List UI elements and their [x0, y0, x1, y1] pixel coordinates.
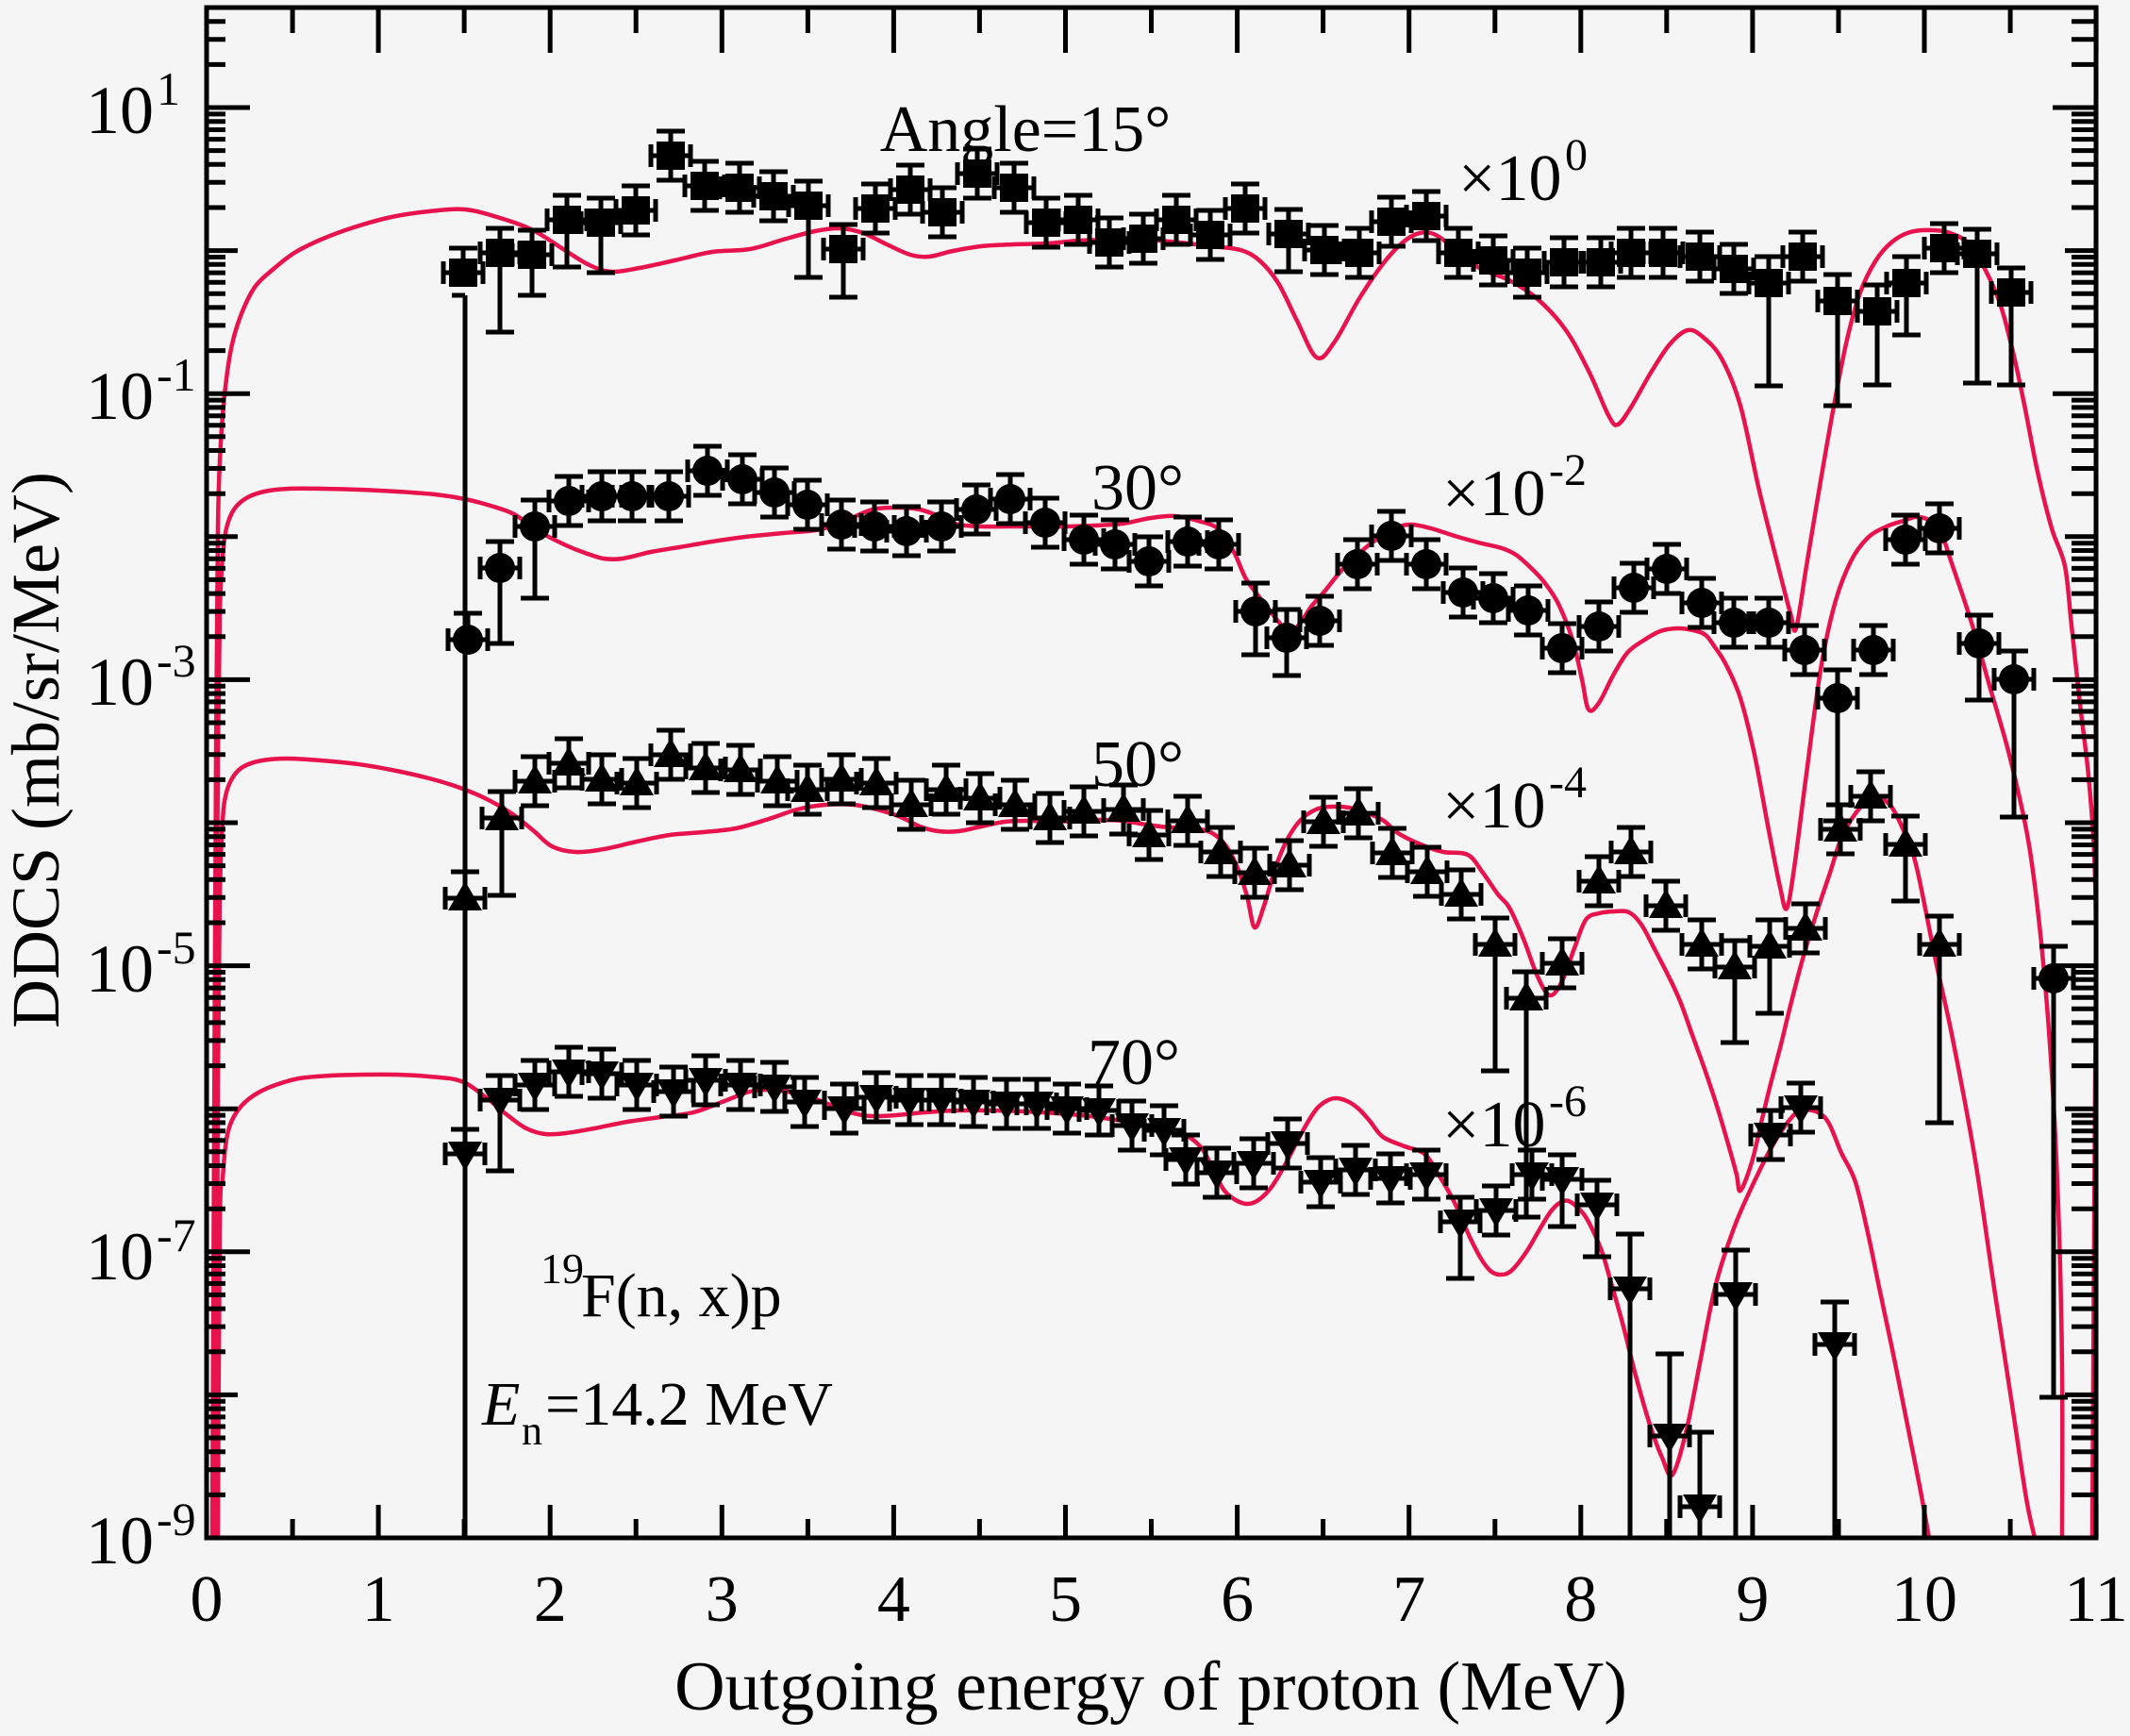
svg-text:7: 7 — [1392, 1563, 1425, 1636]
svg-text:5: 5 — [1049, 1563, 1082, 1636]
svg-text:19: 19 — [541, 1244, 584, 1293]
svg-text:70°: 70° — [1088, 1027, 1180, 1099]
svg-text:10: 10 — [86, 73, 154, 148]
svg-text:0: 0 — [191, 1563, 224, 1636]
svg-text:2: 2 — [534, 1563, 567, 1636]
svg-text:8: 8 — [1564, 1563, 1597, 1636]
svg-text:10: 10 — [86, 1503, 154, 1578]
svg-text:50°: 50° — [1091, 728, 1184, 801]
svg-text:-6: -6 — [1549, 1077, 1587, 1127]
svg-text:11: 11 — [2064, 1563, 2127, 1636]
svg-text:0: 0 — [1565, 130, 1588, 180]
svg-text:×10: ×10 — [1458, 142, 1561, 215]
svg-text:-2: -2 — [1549, 445, 1587, 495]
svg-text:1: 1 — [362, 1563, 395, 1636]
svg-text:4: 4 — [877, 1563, 910, 1636]
svg-text:30°: 30° — [1091, 452, 1184, 525]
svg-text:-3: -3 — [157, 634, 196, 687]
svg-text:Angle=15°: Angle=15° — [880, 93, 1172, 166]
svg-text:10: 10 — [86, 644, 154, 720]
svg-text:DDCS (mb/sr/MeV): DDCS (mb/sr/MeV) — [0, 472, 74, 1028]
svg-text:-7: -7 — [157, 1209, 196, 1261]
svg-text:3: 3 — [706, 1563, 739, 1636]
svg-text:=14.2 MeV: =14.2 MeV — [545, 1370, 833, 1439]
svg-text:Outgoing energy of proton (MeV: Outgoing energy of proton (MeV) — [674, 1648, 1627, 1726]
svg-text:-4: -4 — [1549, 758, 1587, 808]
svg-text:10: 10 — [86, 931, 154, 1007]
svg-text:-9: -9 — [157, 1493, 196, 1545]
svg-text:10: 10 — [86, 359, 154, 434]
svg-text:n: n — [522, 1408, 542, 1454]
svg-text:10: 10 — [86, 1219, 154, 1294]
svg-text:F(n, x)p: F(n, x)p — [581, 1261, 782, 1330]
svg-text:-5: -5 — [157, 921, 196, 974]
svg-text:9: 9 — [1736, 1563, 1769, 1636]
svg-text:×10: ×10 — [1442, 1089, 1545, 1161]
svg-text:-1: -1 — [157, 348, 196, 401]
svg-text:6: 6 — [1221, 1563, 1254, 1636]
svg-text:10: 10 — [1891, 1563, 1957, 1636]
svg-text:×10: ×10 — [1442, 458, 1545, 530]
svg-text:1: 1 — [157, 62, 180, 115]
svg-text:E: E — [481, 1370, 520, 1439]
svg-text:×10: ×10 — [1442, 770, 1545, 843]
